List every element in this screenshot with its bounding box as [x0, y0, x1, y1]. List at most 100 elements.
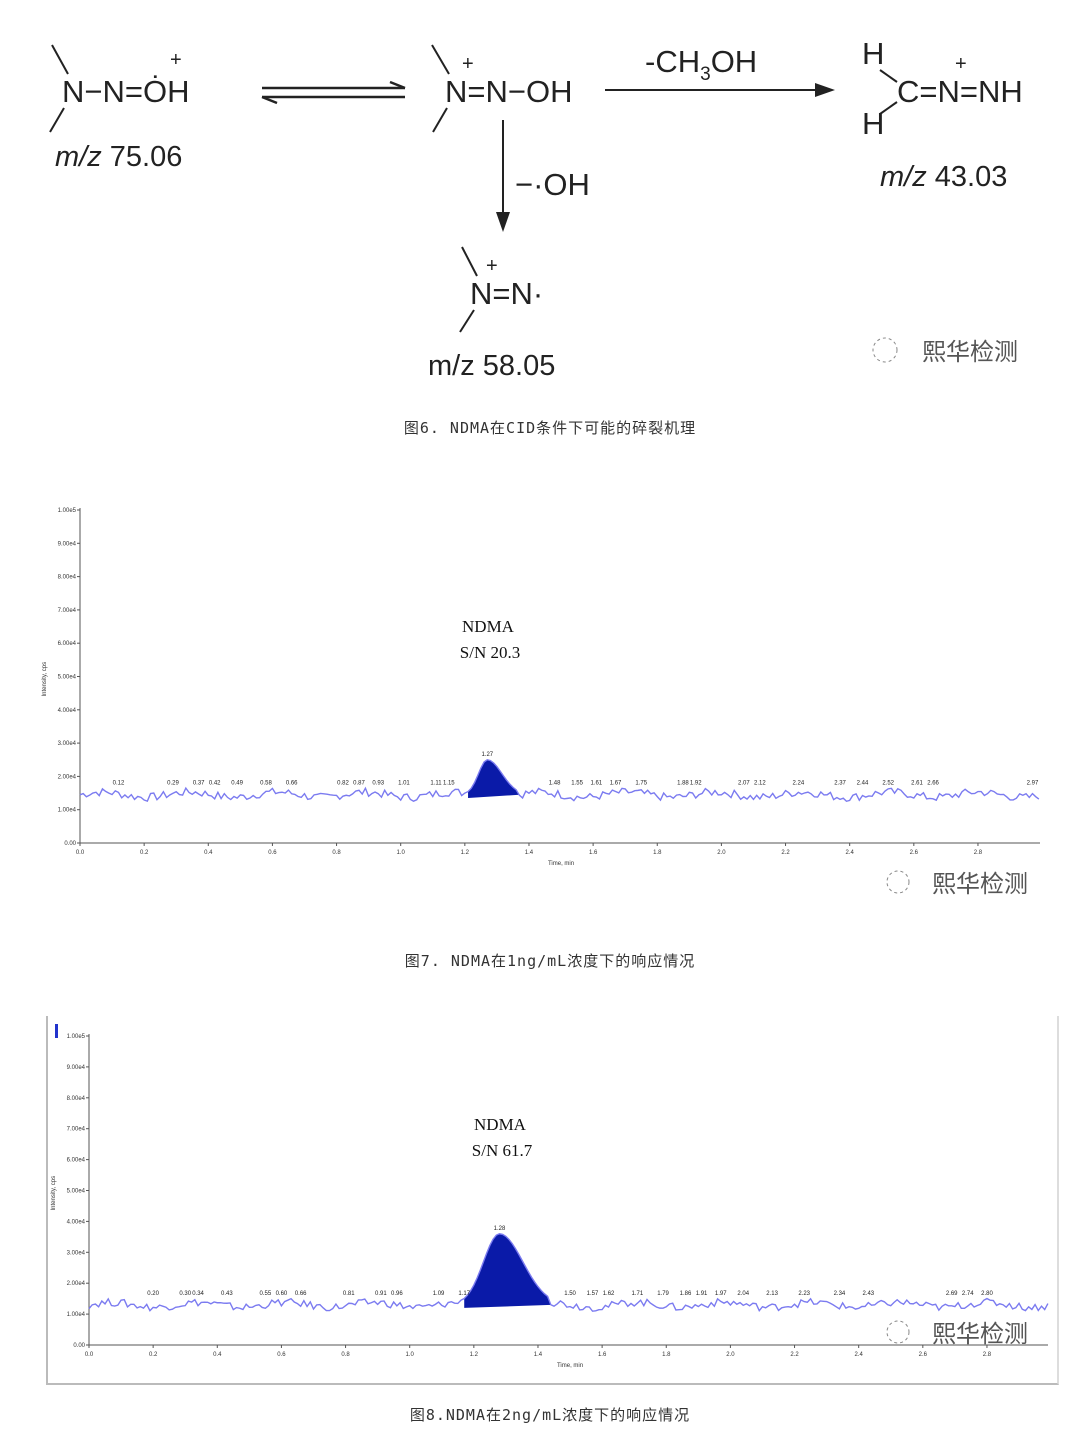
peak-retention-label: 0.93: [372, 781, 384, 787]
x-tick-label: 0.8: [332, 850, 341, 856]
y-tick-label: 6.00e4: [58, 641, 77, 647]
svg-text:N=N−OH: N=N−OH: [445, 74, 572, 109]
x-axis-label: Time, min: [557, 1363, 583, 1369]
x-tick-label: 2.8: [983, 1352, 992, 1358]
svg-text:H: H: [862, 106, 884, 141]
x-tick-label: 1.8: [662, 1352, 671, 1358]
peak-retention-label: 1.97: [715, 1291, 727, 1297]
peak-retention-label: 0.37: [193, 781, 205, 787]
peak-retention-label: 0.34: [192, 1291, 204, 1297]
y-tick-label: 4.00e4: [58, 708, 77, 714]
svg-text:N=N·: N=N·: [470, 276, 543, 311]
x-tick-label: 1.4: [525, 850, 534, 856]
svg-text:m/z 75.06: m/z 75.06: [55, 141, 182, 173]
figure-8-caption: 图8.NDMA在2ng/mL浓度下的响应情况: [409, 1406, 691, 1424]
x-tick-label: 0.8: [341, 1352, 350, 1358]
chromatogram-1ng: 0.00 1.00e4 2.00e4 3.00e4 4.00e4 5.00e4 6.00e4…: [42, 508, 1040, 898]
peak-retention-label: 1.67: [610, 781, 622, 787]
x-tick-label: 0.6: [277, 1352, 286, 1358]
peak-retention-label: 2.23: [798, 1291, 810, 1297]
brand-logo-text: 熙华检测: [932, 870, 1028, 898]
peak-retention-label: 0.49: [231, 781, 243, 787]
x-tick-label: 2.8: [974, 850, 983, 856]
y-tick-label: 5.00e4: [58, 675, 77, 681]
peak-retention-label: 2.74: [962, 1291, 974, 1297]
peak-retention-label: 0.42: [209, 781, 221, 787]
peak-name-annotation: NDMA: [462, 617, 515, 636]
chromatogram-trace: [88, 1233, 1049, 1313]
x-tick-label: 0.2: [140, 850, 149, 856]
peak-retention-label: 0.58: [260, 781, 272, 787]
peak-retention-label: 0.12: [113, 781, 125, 787]
peak-retention-label: 1.57: [587, 1291, 599, 1297]
product-right-structure: H C=N=NH H + m/z 43.03: [862, 36, 1023, 193]
peak-retention-label: 2.04: [737, 1291, 749, 1297]
x-axis-label: Time, min: [548, 861, 574, 867]
svg-text:+: +: [955, 53, 967, 75]
peak-retention-label: 0.87: [353, 781, 365, 787]
peak-retention-label: 2.43: [862, 1291, 874, 1297]
logo-icon: [872, 337, 898, 363]
x-tick-label: 1.8: [653, 850, 662, 856]
peak-retention-label: 2.66: [927, 781, 939, 787]
fragmentation-scheme: N−N=ȮH + m/z 75.06 N=N−OH + -CH3OH H C=N…: [49, 36, 1023, 382]
chromatogram-frame: [46, 1016, 1059, 1385]
peak-retention-label: 2.13: [766, 1291, 778, 1297]
peak-retention-label: 2.12: [754, 781, 766, 787]
peak-retention-label: 0.60: [276, 1291, 288, 1297]
peak-retention-label: 0.55: [260, 1291, 272, 1297]
x-tick-label: 2.4: [855, 1352, 864, 1358]
x-tick-label: 0.4: [204, 850, 213, 856]
x-tick-label: 1.0: [406, 1352, 415, 1358]
peak-retention-label: 1.88: [677, 781, 689, 787]
peak-retention-label: 1.62: [603, 1291, 615, 1297]
logo-icon: [886, 1320, 910, 1344]
peak-retention-label: 1.01: [398, 781, 410, 787]
x-tick-label: 0.0: [85, 1352, 94, 1358]
x-tick-label: 2.0: [717, 850, 726, 856]
peak-retention-label: 2.80: [981, 1291, 993, 1297]
peak-retention-label: 2.52: [882, 781, 894, 787]
x-tick-label: 2.2: [790, 1352, 799, 1358]
peak-retention-label: 0.91: [375, 1291, 387, 1297]
peak-retention-label: 2.44: [857, 781, 869, 787]
peak-retention-label: 0.96: [391, 1291, 403, 1297]
svg-text:N−N=ȮH: N−N=ȮH: [62, 74, 189, 109]
y-tick-label: 1.00e5: [58, 508, 77, 514]
peak-retention-label: 0.66: [286, 781, 298, 787]
logo-icon: [886, 870, 910, 894]
svg-text:m/z 58.05: m/z 58.05: [428, 350, 555, 382]
y-tick-label: 4.00e4: [67, 1219, 86, 1225]
peak-retention-label: 0.81: [343, 1291, 355, 1297]
y-tick-label: 6.00e4: [67, 1158, 86, 1164]
peak-retention-label: 1.61: [590, 781, 602, 787]
peak-retention-label: 1.75: [635, 781, 647, 787]
y-tick-label: 1.00e4: [67, 1312, 86, 1318]
figure-7-caption: 图7. NDMA在1ng/mL浓度下的响应情况: [404, 952, 696, 970]
peak-retention-label: 2.34: [834, 1291, 846, 1297]
x-tick-label: 0.2: [149, 1352, 158, 1358]
svg-text:熙华检测: 熙华检测: [922, 338, 1018, 366]
x-tick-label: 2.6: [910, 850, 919, 856]
peak-retention-label: 2.24: [793, 781, 805, 787]
y-tick-label: 0.00: [73, 1343, 85, 1349]
y-tick-label: 2.00e4: [58, 774, 77, 780]
peak-name-annotation: NDMA: [474, 1115, 527, 1134]
x-tick-label: 1.6: [589, 850, 598, 856]
peak-retention-label: 1.55: [571, 781, 583, 787]
y-tick-label: 2.00e4: [67, 1281, 86, 1287]
y-tick-label: 1.00e4: [58, 808, 77, 814]
frame-marker: [55, 1024, 58, 1038]
x-tick-label: 1.2: [461, 850, 470, 856]
peak-retention-label: 1.92: [690, 781, 702, 787]
svg-text:C=N=NH: C=N=NH: [897, 74, 1023, 109]
brand-logo: 熙华检测: [872, 337, 1018, 366]
x-tick-label: 1.4: [534, 1352, 543, 1358]
peak-retention-label: 1.28: [494, 1226, 506, 1232]
svg-text:+: +: [486, 255, 498, 277]
y-tick-label: 9.00e4: [67, 1065, 86, 1071]
peak-retention-label: 2.97: [1027, 781, 1039, 787]
svg-text:−·OH: −·OH: [515, 167, 590, 202]
x-tick-label: 0.0: [76, 850, 85, 856]
x-tick-label: 2.4: [846, 850, 855, 856]
